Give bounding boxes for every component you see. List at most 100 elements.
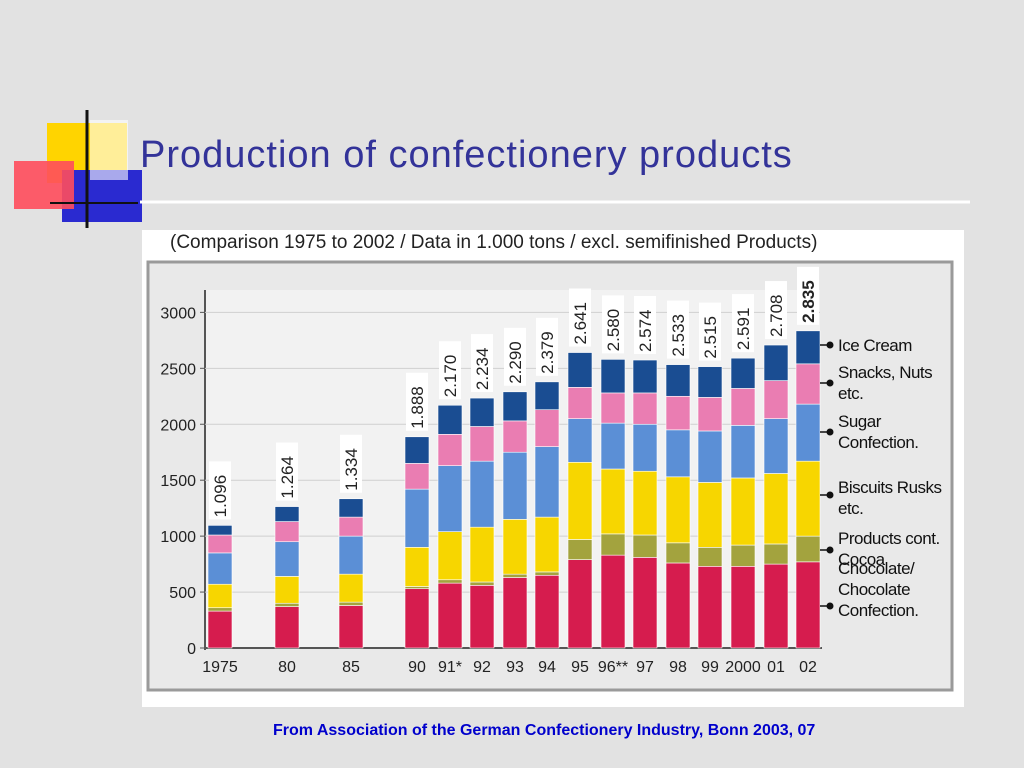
bar-segment bbox=[207, 552, 233, 585]
total-label: 2.379 bbox=[538, 331, 557, 374]
bar-segment bbox=[567, 418, 593, 463]
bar-segment bbox=[502, 577, 528, 649]
x-tick-label: 02 bbox=[799, 659, 817, 676]
bar-segment bbox=[763, 563, 789, 649]
bar-segment bbox=[437, 434, 463, 466]
bar-segment bbox=[600, 554, 626, 649]
bar-segment bbox=[207, 525, 233, 536]
x-tick-label: 97 bbox=[636, 659, 654, 676]
total-label-box bbox=[667, 300, 689, 359]
y-tick-label: 1500 bbox=[160, 473, 196, 490]
x-tick-label: 1975 bbox=[202, 659, 238, 676]
bar-segment bbox=[730, 425, 756, 479]
x-tick-label: 2000 bbox=[725, 659, 761, 676]
bar-segment bbox=[404, 586, 430, 590]
bar-segment bbox=[665, 542, 691, 564]
y-tick-label: 3000 bbox=[160, 305, 196, 322]
bar-segment bbox=[502, 451, 528, 520]
bar-segment bbox=[567, 387, 593, 419]
bar-segment bbox=[795, 460, 821, 537]
bar-segment bbox=[274, 506, 300, 522]
bar-segment bbox=[404, 488, 430, 548]
bar-segment bbox=[632, 359, 658, 394]
x-tick-label: 91* bbox=[438, 659, 462, 676]
bar-segment bbox=[697, 430, 723, 483]
bar-segment bbox=[795, 535, 821, 563]
total-label: 1.334 bbox=[342, 448, 361, 491]
legend-dot bbox=[826, 602, 834, 610]
x-tick-label: 01 bbox=[767, 659, 785, 676]
bar-segment bbox=[502, 391, 528, 422]
legend-entry: Chocolate/ Chocolate Confection. bbox=[838, 559, 919, 620]
bar-segment bbox=[697, 366, 723, 398]
y-tick-label: 1000 bbox=[160, 529, 196, 546]
bar-segment bbox=[795, 330, 821, 365]
bar-segment bbox=[469, 397, 495, 427]
x-tick-label: 92 bbox=[473, 659, 491, 676]
bar-segment bbox=[502, 519, 528, 575]
bar-segment bbox=[763, 380, 789, 419]
bar-segment bbox=[763, 344, 789, 381]
bar-segment bbox=[338, 573, 364, 603]
total-label-box bbox=[406, 372, 428, 431]
bar-segment bbox=[207, 607, 233, 612]
bar-segment bbox=[730, 357, 756, 389]
x-tick-label: 94 bbox=[538, 659, 556, 676]
total-label-box bbox=[569, 288, 591, 347]
bar-segment bbox=[697, 547, 723, 567]
bar-segment bbox=[274, 576, 300, 604]
total-label: 1.264 bbox=[278, 456, 297, 499]
total-label: 2.574 bbox=[636, 309, 655, 352]
bar-segment bbox=[502, 420, 528, 453]
bar-segment bbox=[632, 392, 658, 425]
bar-segment bbox=[697, 482, 723, 548]
total-label: 1.888 bbox=[408, 386, 427, 429]
legend-dot bbox=[826, 491, 834, 499]
bar-segment bbox=[763, 418, 789, 474]
x-tick-label: 98 bbox=[669, 659, 687, 676]
bar-segment bbox=[665, 395, 691, 431]
bar-segment bbox=[697, 566, 723, 649]
x-tick-label: 85 bbox=[342, 659, 360, 676]
total-label-box bbox=[439, 341, 461, 400]
bar-segment bbox=[567, 559, 593, 649]
bar-segment bbox=[665, 364, 691, 397]
bar-segment bbox=[795, 363, 821, 405]
x-tick-label: 90 bbox=[408, 659, 426, 676]
total-label: 2.580 bbox=[604, 309, 623, 352]
total-label: 1.096 bbox=[211, 475, 230, 518]
bar-segment bbox=[697, 397, 723, 432]
bar-segment bbox=[404, 588, 430, 649]
bar-segment bbox=[338, 535, 364, 575]
total-label-box bbox=[699, 302, 721, 361]
total-label-box bbox=[276, 442, 298, 501]
bar-segment bbox=[469, 526, 495, 583]
total-label-box bbox=[504, 327, 526, 386]
legend-entry: Products cont. Cocoa bbox=[838, 529, 940, 569]
bar-segment bbox=[665, 476, 691, 544]
bar-segment bbox=[534, 381, 560, 411]
bar-segment bbox=[469, 585, 495, 649]
bar-segment bbox=[207, 534, 233, 554]
total-label: 2.290 bbox=[506, 341, 525, 384]
y-tick-label: 2000 bbox=[160, 417, 196, 434]
y-tick-label: 500 bbox=[169, 585, 196, 602]
bar-segment bbox=[274, 521, 300, 543]
bar-segment bbox=[567, 539, 593, 560]
bar-segment bbox=[730, 566, 756, 649]
bar-segment bbox=[437, 579, 463, 584]
bar-segment bbox=[207, 583, 233, 609]
total-label-box bbox=[732, 294, 754, 353]
total-label: 2.591 bbox=[734, 308, 753, 351]
bar-segment bbox=[567, 461, 593, 540]
bar-segment bbox=[437, 582, 463, 649]
bar-segment bbox=[600, 468, 626, 535]
slide-title: Production of confectionery products bbox=[140, 134, 793, 176]
total-label: 2.533 bbox=[669, 314, 688, 357]
bar-segment bbox=[534, 571, 560, 576]
bar-segment bbox=[534, 409, 560, 447]
total-label-box bbox=[209, 461, 231, 520]
bar-segment bbox=[632, 534, 658, 558]
